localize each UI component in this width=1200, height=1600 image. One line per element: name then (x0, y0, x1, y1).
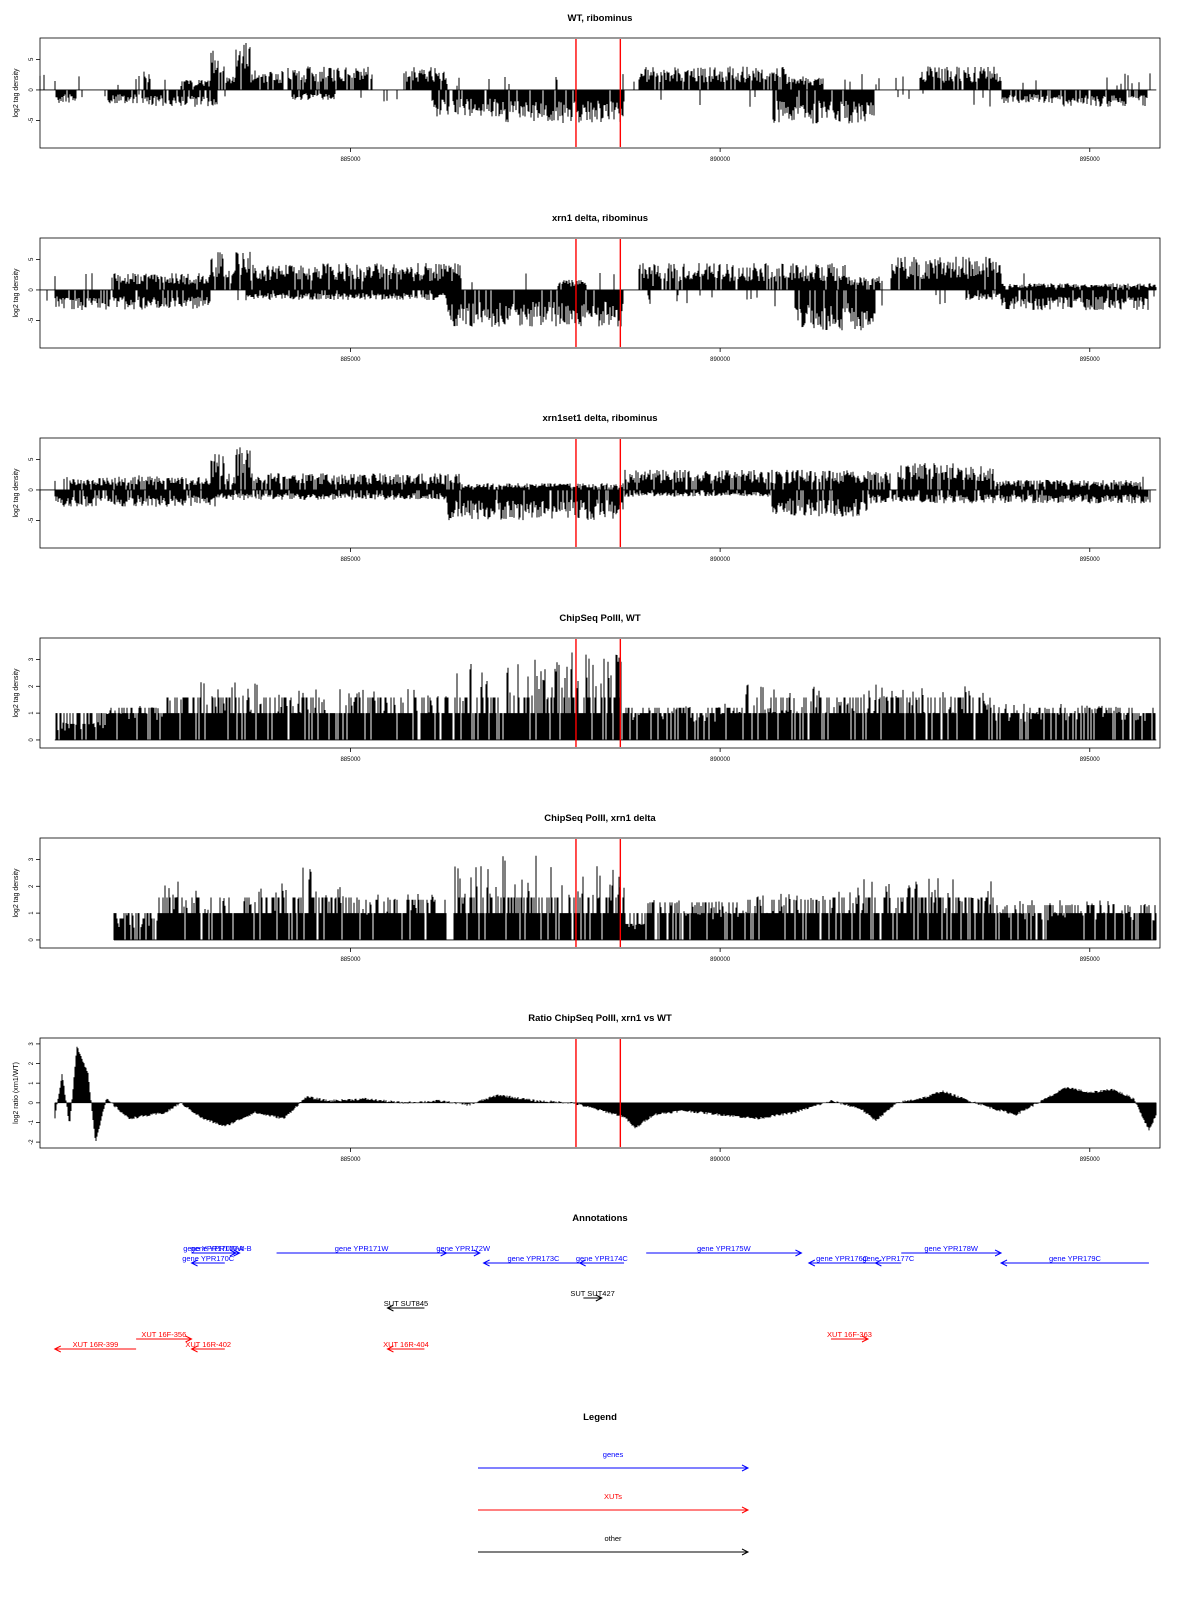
x-tick-label: 885000 (340, 357, 361, 363)
track-title: ChipSeq PolII, WT (559, 613, 640, 624)
x-tick-label: 890000 (710, 157, 731, 163)
y-axis-label: log2 tag density (13, 68, 20, 118)
y-tick-label: -5 (29, 317, 35, 323)
plot-frame (39, 37, 1161, 149)
plot-frame (39, 637, 1161, 749)
y-axis-label: log2 tag density (13, 468, 20, 518)
y-tick-label: 5 (29, 457, 35, 461)
x-tick-label: 890000 (710, 557, 731, 563)
track-title: xrn1 delta, ribominus (552, 213, 648, 224)
x-tick-label: 895000 (1080, 157, 1101, 163)
y-axis-label: log2 tag density (13, 268, 20, 318)
signal-bars (46, 251, 1157, 331)
signal-bars (39, 42, 1151, 124)
track-xrn1set1-ribominus: xrn1set1 delta, ribominus -5 0 5 log2 tag de… (13, 413, 1161, 563)
x-tick-label: 895000 (1080, 557, 1101, 563)
y-tick-label: 0 (29, 488, 35, 492)
x-tick-label: 885000 (340, 157, 361, 163)
signal-bars (39, 447, 1151, 521)
track-wt-ribominus: WT, ribominus -5 0 5 log2 tag density 885000 8… (13, 13, 1161, 163)
y-tick-label: 5 (29, 57, 35, 61)
y-tick-label: 5 (29, 257, 35, 261)
track-title: xrn1set1 delta, ribominus (542, 413, 657, 424)
y-tick-label: -5 (29, 517, 35, 523)
x-tick-label: 890000 (710, 357, 731, 363)
track-xrn1-ribominus: xrn1 delta, ribominus -5 0 5 log2 tag densit… (13, 213, 1161, 363)
signal-bars (55, 652, 1156, 740)
x-tick-label: 885000 (340, 557, 361, 563)
x-tick-label: 895000 (1080, 357, 1101, 363)
track-title: WT, ribominus (568, 13, 633, 24)
y-tick-label: 0 (29, 288, 35, 292)
y-tick-label: 0 (29, 88, 35, 92)
plot-frame (39, 237, 1161, 349)
y-tick-label: -5 (29, 117, 35, 123)
